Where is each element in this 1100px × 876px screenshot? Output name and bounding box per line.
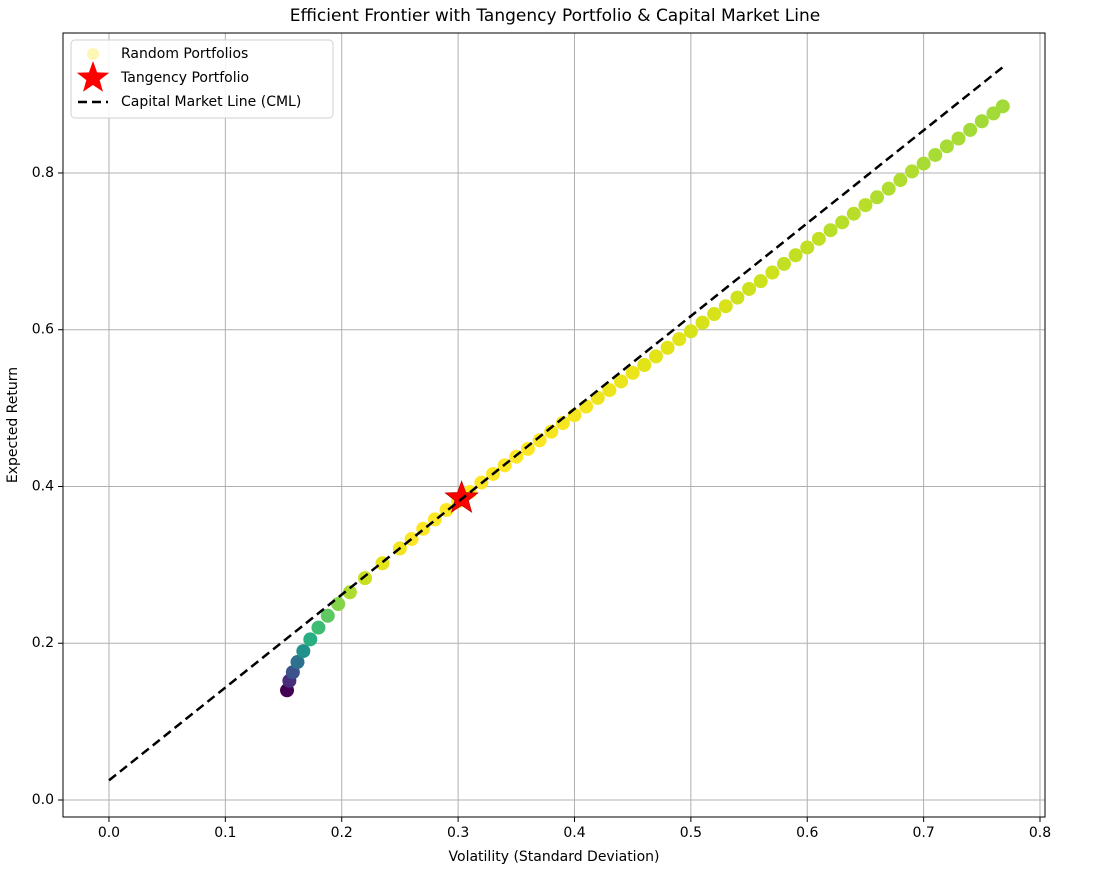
portfolio-point bbox=[296, 644, 311, 659]
portfolio-point bbox=[707, 307, 722, 322]
cml-line bbox=[108, 66, 1004, 782]
portfolio-point bbox=[800, 240, 815, 255]
portfolio-point bbox=[695, 315, 710, 330]
portfolio-point bbox=[788, 248, 803, 263]
portfolio-point bbox=[963, 122, 978, 137]
portfolio-point bbox=[870, 190, 885, 205]
portfolio-point bbox=[331, 597, 346, 612]
y-axis-label: Expected Return bbox=[5, 367, 21, 483]
x-tick-label: 0.2 bbox=[331, 825, 353, 841]
x-axis-label: Volatility (Standard Deviation) bbox=[449, 849, 660, 865]
x-tick-label: 0.8 bbox=[1029, 825, 1051, 841]
legend-marker bbox=[87, 48, 99, 60]
portfolio-point bbox=[660, 340, 675, 355]
x-tick-label: 0.5 bbox=[680, 825, 702, 841]
x-tick-label: 0.3 bbox=[447, 825, 469, 841]
portfolio-point bbox=[916, 156, 931, 171]
portfolio-point bbox=[742, 281, 757, 296]
x-tick-label: 0.7 bbox=[912, 825, 934, 841]
portfolio-point bbox=[846, 206, 861, 221]
portfolio-point bbox=[311, 620, 326, 635]
chart-title: Efficient Frontier with Tangency Portfol… bbox=[290, 6, 820, 26]
plot-frame bbox=[62, 32, 1046, 818]
portfolio-point bbox=[602, 383, 617, 398]
portfolio-point bbox=[342, 585, 357, 600]
tangency-star bbox=[444, 480, 479, 513]
portfolio-point bbox=[753, 274, 768, 289]
portfolio-point bbox=[683, 324, 698, 339]
portfolio-point bbox=[637, 358, 652, 373]
portfolio-point bbox=[614, 374, 629, 389]
portfolio-point bbox=[811, 231, 826, 246]
portfolio-point bbox=[532, 433, 547, 448]
portfolio-point bbox=[858, 198, 873, 213]
portfolio-point bbox=[893, 173, 908, 188]
portfolio-point bbox=[579, 399, 594, 414]
y-tick-label: 0.0 bbox=[32, 792, 54, 808]
y-tick-label: 0.8 bbox=[32, 165, 54, 181]
portfolio-point bbox=[358, 571, 373, 586]
portfolio-point bbox=[718, 299, 733, 314]
legend-label: Capital Market Line (CML) bbox=[121, 94, 301, 110]
x-tick-label: 0.0 bbox=[98, 825, 120, 841]
portfolio-point bbox=[939, 139, 954, 154]
portfolio-point bbox=[974, 114, 989, 129]
y-tick-label: 0.6 bbox=[32, 322, 54, 338]
portfolio-point bbox=[520, 441, 535, 456]
portfolio-point bbox=[835, 215, 850, 230]
legend-label: Random Portfolios bbox=[121, 46, 248, 62]
legend-marker bbox=[76, 61, 110, 92]
x-tick-label: 0.6 bbox=[796, 825, 818, 841]
legend-label: Tangency Portfolio bbox=[120, 70, 249, 86]
legend-box bbox=[70, 39, 334, 119]
portfolio-point bbox=[320, 608, 335, 623]
x-tick-label: 0.1 bbox=[214, 825, 236, 841]
portfolio-point bbox=[290, 655, 305, 670]
portfolio-point bbox=[303, 632, 318, 647]
portfolio-point bbox=[730, 290, 745, 305]
portfolio-point bbox=[672, 332, 687, 347]
portfolio-point bbox=[928, 147, 943, 162]
x-tick-label: 0.4 bbox=[563, 825, 585, 841]
portfolio-point bbox=[904, 164, 919, 179]
portfolio-point bbox=[776, 256, 791, 271]
portfolio-point bbox=[648, 349, 663, 364]
portfolio-point bbox=[995, 99, 1010, 114]
portfolio-point bbox=[823, 223, 838, 238]
legend: Random Portfolios Tangency Portfolio Capit… bbox=[70, 39, 334, 119]
y-tick-label: 0.2 bbox=[32, 635, 54, 651]
portfolio-point bbox=[765, 265, 780, 280]
portfolio-point bbox=[881, 181, 896, 196]
portfolio-point bbox=[544, 424, 559, 439]
portfolio-point bbox=[951, 131, 966, 146]
portfolio-point bbox=[625, 365, 640, 380]
y-tick-label: 0.4 bbox=[32, 478, 54, 494]
